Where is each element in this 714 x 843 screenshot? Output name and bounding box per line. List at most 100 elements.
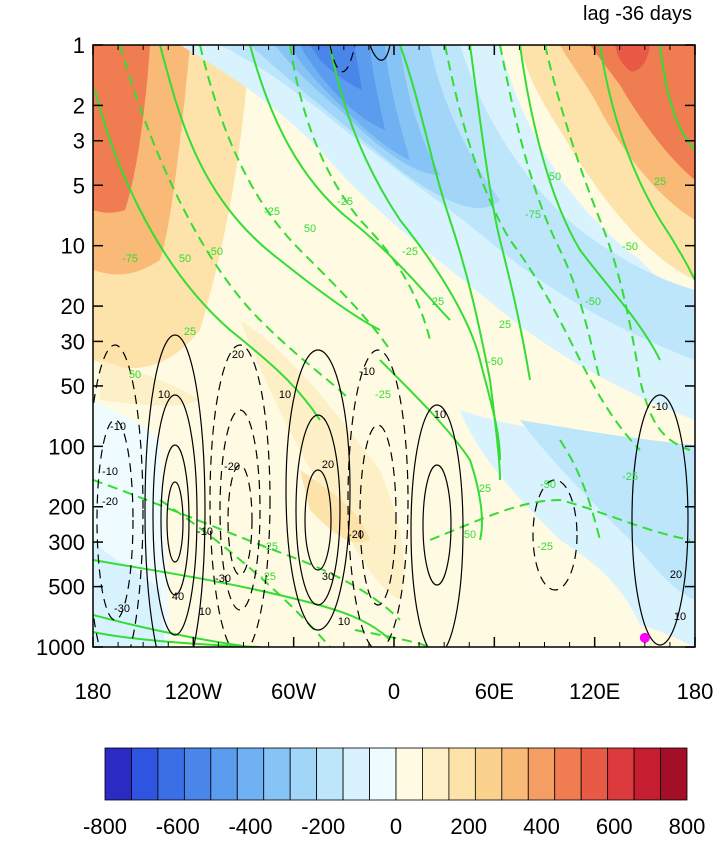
- y-tick-label: 30: [61, 329, 85, 354]
- colorbar: -800 -600 -400 -200 0 200 400 600 800: [83, 747, 706, 839]
- contour-label: -25: [262, 541, 278, 553]
- colorbar-swatch: [316, 747, 344, 801]
- contour-label: 20: [232, 349, 244, 361]
- y-tick-label: 20: [61, 294, 85, 319]
- x-axis: 180 120W 60W 0 60E 120E 180: [75, 45, 714, 704]
- y-tick-label: 1000: [36, 635, 85, 660]
- colorbar-swatch: [395, 747, 423, 801]
- contour-label: 40: [172, 591, 184, 603]
- x-tick-label: 180: [75, 679, 112, 704]
- colorbar-swatch: [369, 747, 397, 801]
- contour-label: -20: [348, 529, 364, 541]
- contour-label: -75: [122, 253, 138, 265]
- colorbar-swatch: [660, 747, 688, 801]
- y-tick-label: 3: [73, 129, 85, 154]
- colorbar-swatch: [236, 747, 265, 801]
- colorbar-swatch: [104, 747, 132, 801]
- colorbar-swatch: [501, 747, 529, 801]
- contour-label: 50: [549, 171, 561, 183]
- contour-label: -10: [359, 366, 375, 378]
- contour-label: 10: [338, 616, 350, 628]
- contour-label: -50: [487, 356, 503, 368]
- y-tick-label: 50: [61, 374, 85, 399]
- contour-label: -25: [537, 541, 553, 553]
- contour-label: -10: [197, 526, 213, 538]
- x-tick-label: 180: [677, 679, 714, 704]
- colorbar-swatch: [633, 747, 661, 801]
- contour-label: -50: [540, 479, 556, 491]
- contour-label: -50: [585, 296, 601, 308]
- contour-label: 20: [322, 459, 334, 471]
- y-tick-label: 2: [73, 93, 85, 118]
- contour-label: 10: [674, 611, 686, 623]
- chart-title: lag -36 days: [583, 3, 692, 25]
- contour-label: 25: [184, 326, 196, 338]
- contour-label: -25: [402, 246, 418, 258]
- contour-label: -30: [215, 573, 231, 585]
- colorbar-swatch: [131, 747, 159, 801]
- colorbar-tick-label: 600: [596, 814, 633, 838]
- colorbar-tick-label: 200: [450, 814, 487, 838]
- y-tick-label: 200: [48, 495, 85, 520]
- colorbar-tick-label: 400: [523, 814, 560, 838]
- colorbar-swatch: [422, 747, 450, 801]
- x-tick-label: 120E: [569, 679, 620, 704]
- colorbar-swatch: [527, 747, 556, 801]
- contour-label: 10: [199, 606, 211, 618]
- contour-label: -20: [224, 461, 240, 473]
- contour-label: 20: [670, 569, 682, 581]
- contour-label: -50: [622, 241, 638, 253]
- contour-label: -20: [102, 496, 118, 508]
- colorbar-swatch: [342, 747, 370, 801]
- y-tick-label: 500: [48, 575, 85, 600]
- colorbar-swatch: [448, 747, 476, 801]
- y-tick-label: 5: [73, 173, 85, 198]
- contour-label: -50: [207, 246, 223, 258]
- contour-label: -30: [114, 603, 130, 615]
- contour-label: -75: [525, 209, 541, 221]
- colorbar-swatch: [554, 747, 582, 801]
- colorbar-tick-label: -400: [228, 814, 272, 838]
- y-tick-label: 1: [73, 33, 85, 58]
- contour-label: -10: [652, 401, 668, 413]
- colorbar-swatch: [210, 747, 238, 801]
- contour-label: -25: [264, 206, 280, 218]
- contour-label: 25: [479, 483, 491, 495]
- x-tick-label: 60E: [475, 679, 514, 704]
- y-axis: 1 2 3 5 10 20 30 50 100 200 300 500 1000: [36, 33, 695, 660]
- colorbar-tick-label: -600: [156, 814, 200, 838]
- x-tick-label: 120W: [165, 679, 223, 704]
- contour-label: 25: [654, 176, 666, 188]
- contour-label: 10: [434, 409, 446, 421]
- contour-label: 25: [432, 296, 444, 308]
- x-tick-label: 60W: [271, 679, 316, 704]
- colorbar-swatch: [157, 747, 185, 801]
- colorbar-swatch: [580, 747, 609, 801]
- contour-label: 25: [499, 319, 511, 331]
- contour-lines: [93, 45, 695, 647]
- contour-label: 50: [129, 369, 141, 381]
- shaded-field: [93, 45, 695, 647]
- contour-labels: -75 50 -50 -25 50 -25 -25 25 -50 25 50 -75 -50 -50 25 5…: [102, 171, 686, 628]
- location-marker: [639, 632, 650, 643]
- y-tick-label: 100: [48, 434, 85, 459]
- contour-label: 10: [158, 389, 170, 401]
- colorbar-swatch: [289, 747, 318, 801]
- contour-label: 50: [179, 253, 191, 265]
- colorbar-tick-label: 0: [390, 814, 402, 838]
- colorbar-swatch: [263, 747, 291, 801]
- contour-label: -25: [260, 571, 276, 583]
- contour-label: 50: [304, 223, 316, 235]
- contour-label: -10: [102, 466, 118, 478]
- colorbar-swatch: [607, 747, 635, 801]
- colorbar-tick-label: -800: [83, 814, 127, 838]
- colorbar-swatch: [183, 747, 212, 801]
- y-tick-label: 300: [48, 530, 85, 555]
- contour-label: 30: [322, 571, 334, 583]
- colorbar-tick-label: 800: [669, 814, 706, 838]
- colorbar-tick-label: -200: [301, 814, 345, 838]
- contour-label: 50: [464, 529, 476, 541]
- contour-label: -25: [622, 471, 638, 483]
- colorbar-swatch: [474, 747, 503, 801]
